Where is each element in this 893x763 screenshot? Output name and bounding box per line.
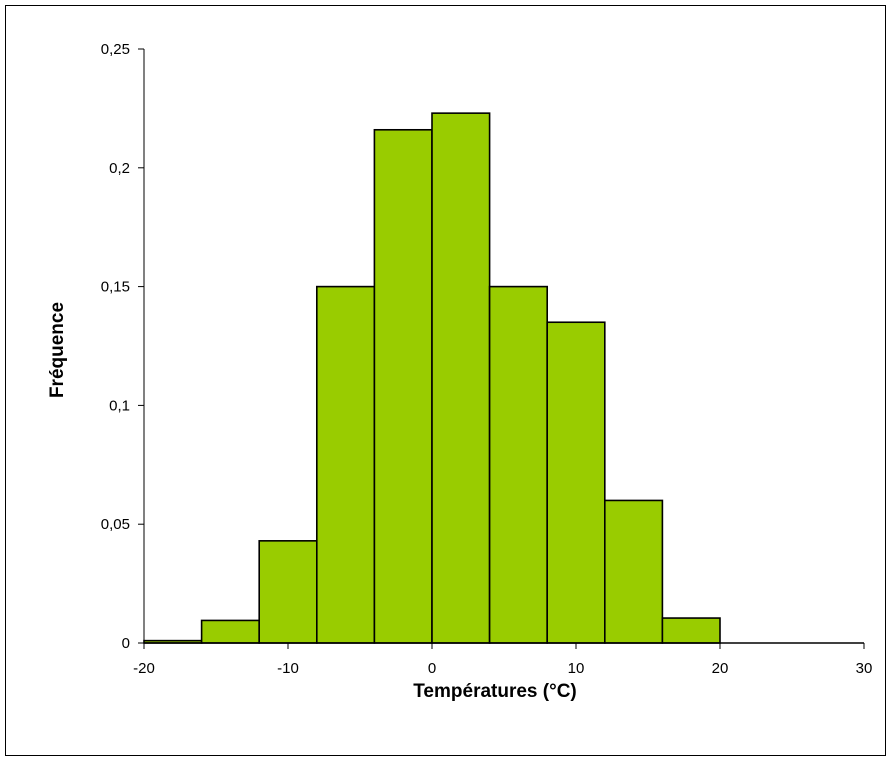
histogram-bar-7 [546,321,606,644]
x-tick-label-1: -10 [277,660,299,677]
histogram-bar-4 [373,128,433,644]
histogram-bar-8 [603,499,664,644]
y-tick-label-0: 0 [122,635,130,652]
x-tick-label-2: 0 [428,660,436,677]
y-tick-label-4: 0,2 [109,160,130,177]
y-tick-label-3: 0,15 [101,279,130,296]
tick-labels-group: 0 0,05 0,1 0,15 0,2 0,25 -20 -10 0 10 20 30 [101,41,873,677]
x-tick-label-0: -20 [133,660,155,677]
histogram-bar-6 [488,285,549,644]
bars-group [143,112,721,644]
y-tick-label-2: 0,1 [109,397,130,414]
axes-group [138,48,865,649]
x-tick-label-5: 30 [856,660,873,677]
histogram-bar-5 [431,112,491,644]
histogram-bar-3 [315,285,376,644]
y-tick-label-1: 0,05 [101,516,130,533]
y-axis-title: Fréquence [47,302,68,398]
x-tick-label-4: 20 [712,660,729,677]
histogram-bar-1 [200,619,261,644]
y-tick-label-5: 0,25 [101,41,130,58]
histogram-bar-9 [661,617,721,644]
x-tick-label-3: 10 [568,660,585,677]
x-axis-title: Températures (°C) [413,681,577,702]
histogram-bar-2 [258,540,318,644]
